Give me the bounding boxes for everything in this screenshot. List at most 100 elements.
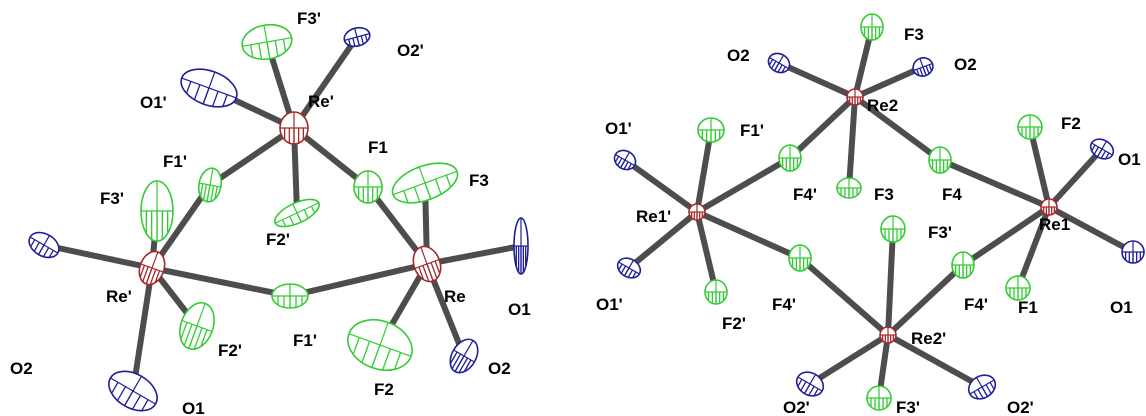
- tetramer-bond-Re2-O2a: [777, 60, 857, 100]
- trimer-atom-label: Re: [444, 287, 466, 306]
- tetramer-atom-label: O1': [596, 295, 623, 314]
- tetramer-bond-Re2p-F4pB: [798, 255, 890, 338]
- tetramer-atom-F3b-f-ellipsoid: [836, 177, 862, 199]
- tetramer-bond-Re1-O1A: [1046, 146, 1105, 210]
- tetramer-atom-label: F3': [896, 398, 920, 416]
- trimer-atom-F1p_a-f-ellipsoid: [197, 167, 223, 203]
- tetramer-atom-label: Re1': [636, 207, 671, 226]
- tetramer-bond-Re1p-F1pA: [694, 129, 714, 213]
- tetramer-atom-Re1-re-ellipsoid: [1040, 198, 1058, 216]
- trimer-atom-label: O1: [182, 399, 205, 416]
- tetramer-atom-F1pA-f-ellipsoid: [697, 117, 725, 143]
- tetramer-atom-O2a-o-ellipsoid: [767, 52, 791, 74]
- tetramer-atom-F4A-f-ellipsoid: [928, 146, 952, 174]
- tetramer-atom-label: F2: [1061, 114, 1081, 133]
- trimer-atom-F2_c-f-ellipsoid: [347, 318, 413, 372]
- tetramer-bond-Re1-O1C: [1047, 204, 1135, 255]
- tetramer-atom-O2b-o-ellipsoid: [912, 57, 934, 77]
- tetramer-atom-label: F4: [942, 185, 962, 204]
- trimer-bond-ReR-O1_r: [426, 243, 522, 267]
- tetramer-bond-Re2p-F4pC: [885, 262, 966, 338]
- trimer-bond-ReR-F1p_c: [289, 261, 428, 299]
- tetramer-atom-label: F2': [722, 314, 746, 333]
- trimer-atom-ReR-re-ellipsoid: [412, 245, 442, 283]
- trimer-bond-ReL-O1_b: [130, 267, 155, 392]
- tetramer-atom-label: F1: [1018, 298, 1038, 317]
- trimer-atom-label: F3: [469, 171, 489, 190]
- trimer-atom-O2_l-o-ellipsoid: [28, 231, 60, 259]
- tetramer-bond-Re1p-F4pA: [695, 155, 792, 215]
- trimer-atom-F3p_t-f-ellipsoid: [241, 23, 293, 61]
- tetramer-atom-O1pB-o-ellipsoid: [616, 257, 642, 279]
- tetramer-atom-label: Re2: [867, 96, 898, 115]
- trimer-atom-label: F2: [374, 380, 394, 399]
- trimer-atom-label: F1: [368, 138, 388, 157]
- tetramer-atom-O2pD-o-ellipsoid: [795, 371, 825, 397]
- trimer-atom-label: F1': [293, 331, 317, 350]
- trimer-bond-Re_t-O2p_t: [291, 35, 360, 130]
- trimer-bond-Re_t-F1p_a: [208, 125, 296, 188]
- trimer-atom-O1_b-o-ellipsoid: [108, 370, 158, 412]
- tetramer-bond-Re2p-O2pE: [886, 332, 984, 390]
- trimer-atom-label: O2: [10, 359, 33, 378]
- tetramer-atom-F3pD-f-ellipsoid: [866, 385, 892, 411]
- trimer-atom-O1p_t-o-ellipsoid: [180, 68, 238, 108]
- trimer-atom-label: Re': [106, 287, 132, 306]
- trimer-atom-F1_a-f-ellipsoid: [353, 170, 383, 204]
- tetramer-bond-Re1-F1C: [1015, 205, 1052, 290]
- tetramer-bond-Re2-F4A: [853, 94, 942, 163]
- tetramer-bond-Re1-F4pC: [961, 204, 1051, 268]
- tetramer-bond-Re2p-O2pD: [808, 332, 890, 387]
- tetramer-bond-Re1-F2A: [1027, 126, 1052, 208]
- tetramer-atom-label: O2: [727, 46, 750, 65]
- trimer-bond-Re_t-F1_a: [292, 125, 370, 190]
- trimer-atom-label: O2': [397, 41, 424, 60]
- tetramer-bond-Re2-F4pA: [787, 94, 858, 161]
- tetramer-atom-label: F1': [740, 121, 764, 140]
- tetramer-atom-label: F4': [793, 185, 817, 204]
- trimer-atom-label: F2': [266, 230, 290, 249]
- tetramer-bond-Re1p-F2pB: [694, 211, 719, 293]
- trimer-atom-F3_a-f-ellipsoid: [391, 162, 459, 204]
- tetramer-atom-Re2p-re-ellipsoid: [879, 326, 897, 344]
- tetramer-atom-label: F3: [904, 25, 924, 44]
- trimer-bond-ReL-O2_l: [43, 242, 153, 271]
- tetramer-atom-F1C-f-ellipsoid: [1005, 275, 1031, 301]
- trimer-atom-label: O1': [140, 93, 167, 112]
- trimer-atom-O1_r-o-ellipsoid: [513, 217, 529, 275]
- tetramer-bond-Re1p-O1pA: [623, 157, 699, 215]
- tetramer-bond-Re2p-F3pC: [885, 228, 896, 336]
- tetramer-atom-F2A-f-ellipsoid: [1017, 114, 1043, 140]
- tetramer-atom-O1C-o-ellipsoid: [1121, 240, 1145, 264]
- trimer-atom-label: F3': [297, 9, 321, 28]
- tetramer-bond-Re1p-O1pB: [627, 209, 699, 271]
- tetramer-atom-label: O1: [1110, 298, 1133, 317]
- trimer-atom-F2p_a-f-ellipsoid: [274, 198, 320, 228]
- tetramer-atom-label: F4': [772, 295, 796, 314]
- tetramer-atom-label: O1: [1118, 150, 1141, 169]
- tetramer-atom-label: F4': [964, 295, 988, 314]
- tetramer-atom-label: Re2': [911, 329, 946, 348]
- trimer-atom-F3p_a-f-ellipsoid: [140, 180, 174, 242]
- trimer-atom-label: O1: [508, 300, 531, 319]
- tetramer-atom-Re2-re-ellipsoid: [846, 88, 864, 106]
- trimer-bond-ReL-F1p_c: [151, 265, 291, 299]
- tetramer-atom-F3pC-f-ellipsoid: [880, 215, 906, 243]
- tetramer-atom-F3t-f-ellipsoid: [860, 13, 884, 41]
- tetramer-atom-label: F3: [874, 185, 894, 204]
- tetramer-atom-F4pB-f-ellipsoid: [788, 244, 812, 272]
- tetramer-atom-label: F3': [928, 223, 952, 242]
- tetramer-atom-Re1p-re-ellipsoid: [688, 203, 706, 221]
- tetramer-atom-label: O1': [605, 119, 632, 138]
- trimer-atom-F2p_b-f-ellipsoid: [179, 301, 215, 351]
- tetramer-atom-O1pA-o-ellipsoid: [613, 149, 637, 171]
- trimer-atom-label: Re': [308, 92, 334, 111]
- tetramer-atom-label: O2': [1007, 398, 1034, 416]
- trimer-atom-O2_r-o-ellipsoid: [449, 338, 479, 374]
- tetramer-atom-label: O2': [783, 398, 810, 416]
- trimer-atom-label: F1': [163, 152, 187, 171]
- trimer-atom-ReL-re-ellipsoid: [138, 250, 166, 286]
- tetramer-bond-Re2-F3b: [846, 96, 858, 189]
